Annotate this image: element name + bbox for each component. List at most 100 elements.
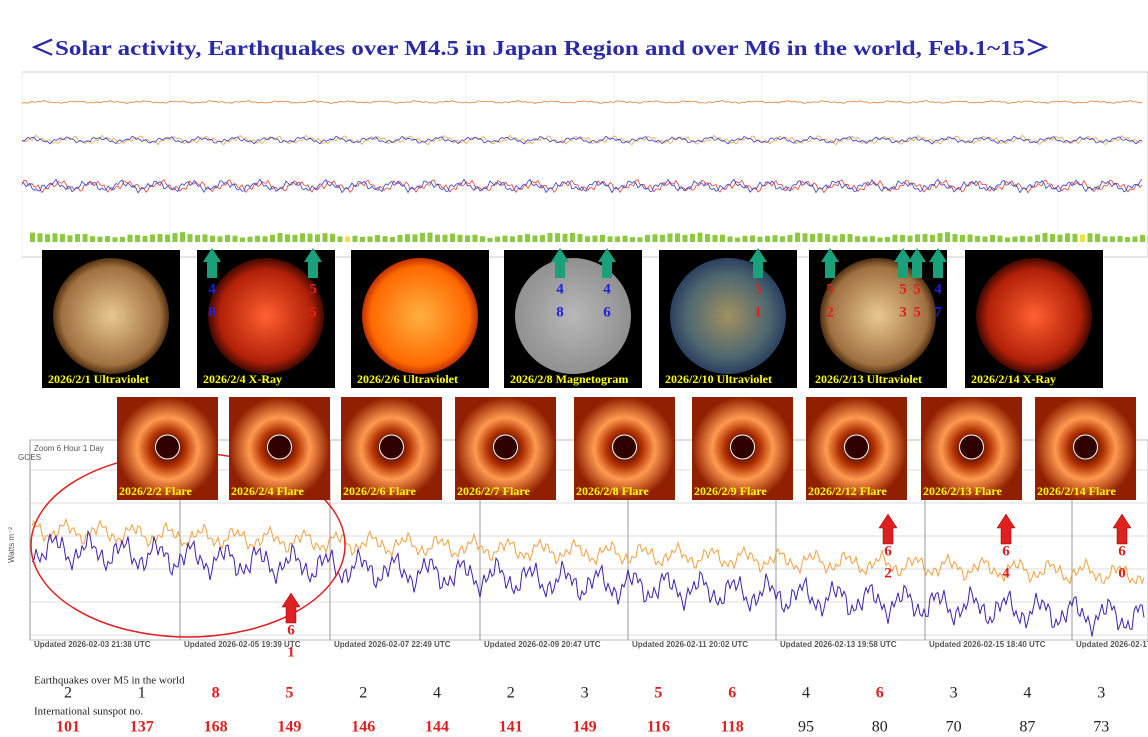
activity-bar bbox=[105, 236, 110, 242]
activity-bar bbox=[1072, 233, 1078, 242]
activity-bar bbox=[150, 234, 155, 242]
activity-bar bbox=[802, 233, 808, 242]
red-arrow bbox=[878, 513, 898, 545]
activity-bar bbox=[60, 234, 65, 242]
magnitude-digit: 6 bbox=[884, 543, 892, 559]
image-caption: 2026/2/1 Ultraviolet bbox=[48, 372, 149, 386]
occulter bbox=[155, 434, 180, 460]
sunspot-count: 80 bbox=[872, 719, 888, 736]
green-arrow bbox=[894, 248, 912, 278]
activity-bar bbox=[555, 233, 560, 242]
sunspot-label: International sunspot no. bbox=[34, 706, 143, 718]
activity-bar bbox=[532, 235, 538, 242]
long-flux bbox=[31, 517, 1145, 586]
activity-bar bbox=[877, 237, 883, 242]
magnitude-digit: 2 bbox=[826, 304, 834, 320]
activity-bar bbox=[1117, 235, 1123, 242]
activity-bar bbox=[165, 234, 170, 242]
update-label: Updated 2026-02-15 18:40 UTC bbox=[929, 640, 1046, 649]
update-label: Updated 2026-02-17 bbox=[1076, 640, 1148, 649]
magnitude-digit: 5 bbox=[913, 281, 921, 297]
activity-bar bbox=[112, 237, 118, 242]
image-caption: 2026/2/6 Ultraviolet bbox=[357, 372, 458, 386]
activity-bar bbox=[277, 233, 283, 242]
activity-bar bbox=[502, 235, 508, 242]
activity-bar bbox=[1140, 234, 1145, 242]
activity-bar bbox=[615, 236, 620, 242]
activity-bar bbox=[825, 234, 830, 242]
earthquake-label: Earthquakes over M5 in the world bbox=[34, 675, 185, 687]
sun-disk bbox=[820, 258, 936, 374]
activity-bar bbox=[720, 234, 725, 242]
activity-bar bbox=[757, 236, 763, 242]
magnitude-digit: 5 bbox=[309, 281, 317, 297]
panel-frame bbox=[21, 71, 1148, 258]
sunspot-count: 116 bbox=[647, 719, 670, 736]
sunspot-count: 101 bbox=[56, 719, 80, 736]
green-arrow bbox=[304, 248, 322, 278]
sun-disk bbox=[670, 258, 786, 374]
earthquake-count: 4 bbox=[433, 685, 441, 702]
sunspot-count: 141 bbox=[499, 719, 523, 736]
activity-bar bbox=[697, 232, 703, 242]
activity-bar bbox=[135, 234, 140, 242]
activity-bar bbox=[75, 234, 80, 242]
update-label: Updated 2026-02-09 20:47 UTC bbox=[484, 640, 601, 649]
magnitude-digit: 2 bbox=[884, 565, 892, 581]
activity-bar bbox=[1080, 234, 1085, 242]
activity-bar bbox=[937, 233, 943, 242]
activity-bar bbox=[375, 234, 380, 242]
update-label: Updated 2026-02-11 20:02 UTC bbox=[632, 640, 748, 649]
earthquake-count: 5 bbox=[654, 685, 662, 702]
activity-bar bbox=[547, 232, 553, 242]
activity-bar bbox=[585, 236, 590, 242]
image-caption: 2026/2/8 Magnetogram bbox=[510, 372, 628, 386]
earthquake-count: 6 bbox=[728, 685, 736, 702]
activity-bar bbox=[780, 236, 785, 242]
activity-bar bbox=[997, 235, 1003, 242]
occulter bbox=[844, 434, 869, 460]
magnitude-digit: 8 bbox=[556, 304, 564, 320]
magnitude-digit: 3 bbox=[899, 304, 907, 320]
image-caption: 2026/2/13 Flare bbox=[923, 484, 1002, 498]
activity-bar bbox=[667, 233, 673, 242]
earthquake-count: 3 bbox=[950, 685, 958, 702]
activity-bar bbox=[540, 235, 545, 242]
activity-bar bbox=[405, 234, 410, 242]
activity-bar bbox=[592, 235, 598, 242]
activity-bar bbox=[495, 236, 500, 242]
activity-bar bbox=[262, 236, 268, 242]
activity-bar bbox=[930, 234, 935, 242]
activity-bar bbox=[292, 234, 298, 242]
activity-bar bbox=[300, 233, 305, 242]
activity-bar bbox=[990, 234, 995, 242]
activity-bar bbox=[255, 235, 260, 242]
image-caption: 2026/2/13 Ultraviolet bbox=[815, 372, 922, 386]
activity-bar bbox=[682, 234, 688, 242]
activity-bar bbox=[517, 235, 523, 242]
activity-bar bbox=[862, 236, 868, 242]
activity-bar bbox=[675, 233, 680, 242]
green-arrow bbox=[598, 248, 616, 278]
activity-bar bbox=[210, 235, 215, 242]
sunspot-count: 70 bbox=[946, 719, 962, 736]
sunspot-count: 146 bbox=[351, 719, 375, 736]
activity-bar bbox=[390, 236, 395, 242]
earthquake-count: 6 bbox=[876, 685, 884, 702]
red-arrow bbox=[281, 592, 301, 624]
activity-bar bbox=[412, 234, 418, 242]
red-arrow bbox=[1112, 513, 1132, 545]
activity-bar bbox=[1132, 236, 1138, 242]
sun-disk bbox=[362, 258, 478, 374]
image-caption: 2026/2/2 Flare bbox=[119, 484, 192, 498]
magnitude-digit: 4 bbox=[934, 281, 942, 297]
activity-bar bbox=[1050, 234, 1055, 242]
activity-bar bbox=[855, 236, 860, 242]
sun-disk bbox=[208, 258, 324, 374]
activity-bar bbox=[480, 236, 485, 242]
activity-bar bbox=[1102, 236, 1108, 242]
magnitude-digit: 5 bbox=[899, 281, 907, 297]
magnitude-digit: 6 bbox=[287, 622, 295, 638]
activity-bar bbox=[142, 235, 148, 242]
activity-bar bbox=[765, 235, 770, 242]
